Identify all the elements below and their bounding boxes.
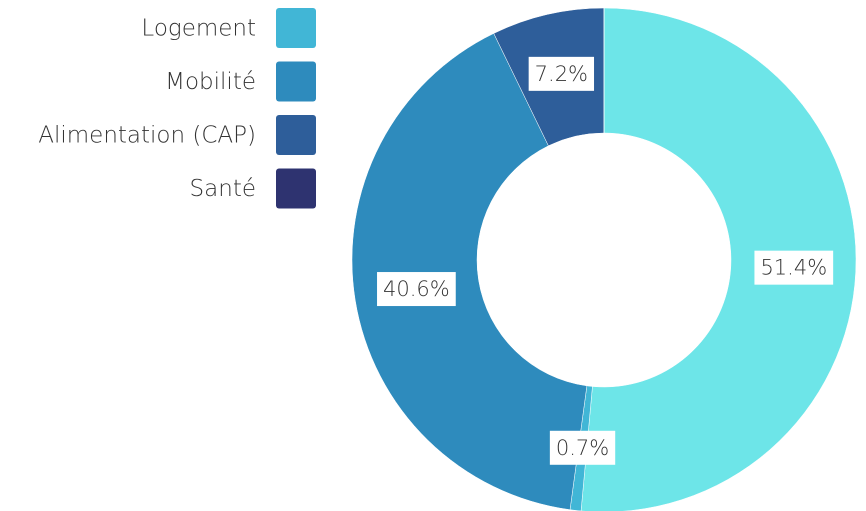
value-label: 0.7% [556, 436, 609, 460]
value-label-group: 40.6% [377, 272, 456, 307]
legend-swatch [276, 8, 316, 48]
value-label-group: 51.4% [754, 250, 834, 285]
legend-swatch [276, 115, 316, 155]
donut-slice [351, 33, 588, 510]
donut-slice [580, 7, 857, 511]
value-label-bg [754, 250, 834, 285]
value-label-bg [549, 430, 616, 465]
legend-swatch [276, 61, 316, 102]
value-label-group: 7.2% [528, 56, 595, 91]
value-label-bg [377, 272, 456, 307]
legend-text: Santé [190, 176, 256, 202]
value-label-bg [528, 56, 595, 91]
legend-text: Alimentation (CAP) [38, 123, 256, 149]
value-label: 7.2% [535, 62, 588, 86]
value-label: 51.4% [760, 256, 827, 280]
value-label-group: 0.7% [549, 430, 616, 465]
value-label: 40.6% [383, 277, 450, 301]
legend-text: Mobilité [165, 69, 256, 95]
legend-text: Logement [141, 16, 256, 42]
legend-swatch [276, 168, 316, 209]
